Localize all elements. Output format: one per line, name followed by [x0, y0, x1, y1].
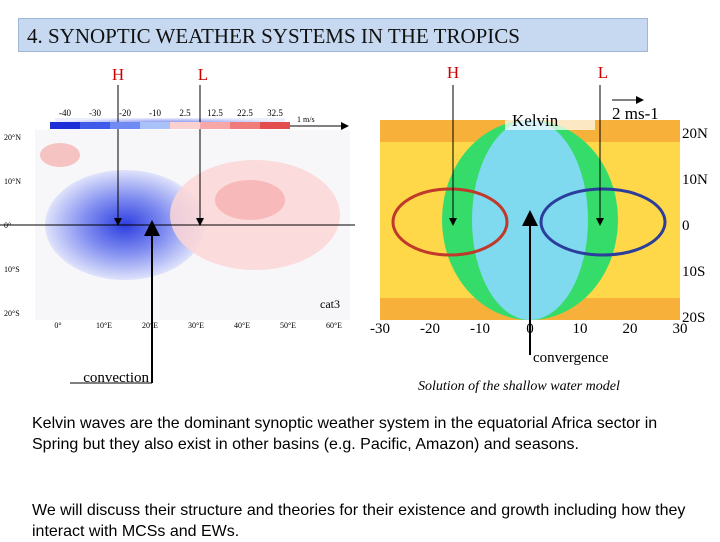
- colorbar-swatch: [230, 122, 260, 129]
- lon-tick-label: 50°E: [280, 321, 296, 330]
- colorbar-swatch: [200, 122, 230, 129]
- x-tick-label: 30: [673, 321, 688, 337]
- label: cat3: [320, 297, 340, 311]
- lon-tick-label: 40°E: [234, 321, 250, 330]
- colorbar-label: 22.5: [237, 108, 253, 118]
- lon-tick-label: 10°E: [96, 321, 112, 330]
- paragraph: Kelvin waves are the dominant synoptic w…: [32, 415, 658, 453]
- label: convection: [83, 370, 149, 386]
- label: Kelvin: [512, 111, 559, 130]
- lat-tick-label: 0°: [4, 221, 11, 230]
- lat-tick-label: 20°N: [4, 133, 21, 142]
- colorbar-swatch: [80, 122, 110, 129]
- lat-tick-label: 20S: [682, 310, 705, 326]
- colorbar-label: -10: [149, 108, 161, 118]
- x-tick-label: -20: [420, 321, 440, 337]
- lon-tick-label: 60°E: [326, 321, 342, 330]
- lon-tick-label: 0°: [54, 321, 61, 330]
- label: 2 ms-1: [612, 104, 659, 123]
- lat-tick-label: 10°S: [4, 265, 20, 274]
- lat-tick-label: 10S: [682, 264, 705, 280]
- colorbar-swatch: [50, 122, 80, 129]
- lat-tick-label: 20°S: [4, 309, 20, 318]
- x-tick-label: 10: [573, 321, 588, 337]
- colorbar-label: -20: [119, 108, 131, 118]
- colorbar-label: -30: [89, 108, 101, 118]
- colorbar-swatch: [140, 122, 170, 129]
- slide-title: 4. SYNOPTIC WEATHER SYSTEMS IN THE TROPI…: [18, 18, 648, 52]
- x-tick-label: 0: [526, 321, 534, 337]
- x-tick-label: -10: [470, 321, 490, 337]
- caption: Solution of the shallow water model: [418, 379, 620, 394]
- figures: H L convection cat3 1 m/s H L convergenc…: [0, 63, 708, 394]
- left-map: [0, 118, 355, 320]
- colorbar-label: -40: [59, 108, 71, 118]
- colorbar-swatch: [110, 122, 140, 129]
- colorbar-swatch: [170, 122, 200, 129]
- x-tick-label: 20: [623, 321, 638, 337]
- lon-tick-label: 30°E: [188, 321, 204, 330]
- x-tick-label: -30: [370, 321, 390, 337]
- colorbar-swatch: [260, 122, 290, 129]
- colorbar-label: 2.5: [179, 108, 191, 118]
- colorbar-label: 32.5: [267, 108, 283, 118]
- lat-tick-label: 10°N: [4, 177, 21, 186]
- label: 1 m/s: [297, 115, 315, 124]
- lon-tick-label: 20°E: [142, 321, 158, 330]
- label: L: [598, 63, 608, 82]
- paragraph: We will discuss their structure and theo…: [32, 502, 686, 540]
- label: H: [447, 63, 459, 82]
- colorbar-label: 12.5: [207, 108, 223, 118]
- lat-tick-label: 20N: [682, 126, 708, 142]
- label: convergence: [533, 350, 609, 366]
- label: L: [198, 65, 208, 84]
- lat-tick-label: 10N: [682, 172, 708, 188]
- label: H: [112, 65, 124, 84]
- lat-tick-label: 0: [682, 218, 690, 234]
